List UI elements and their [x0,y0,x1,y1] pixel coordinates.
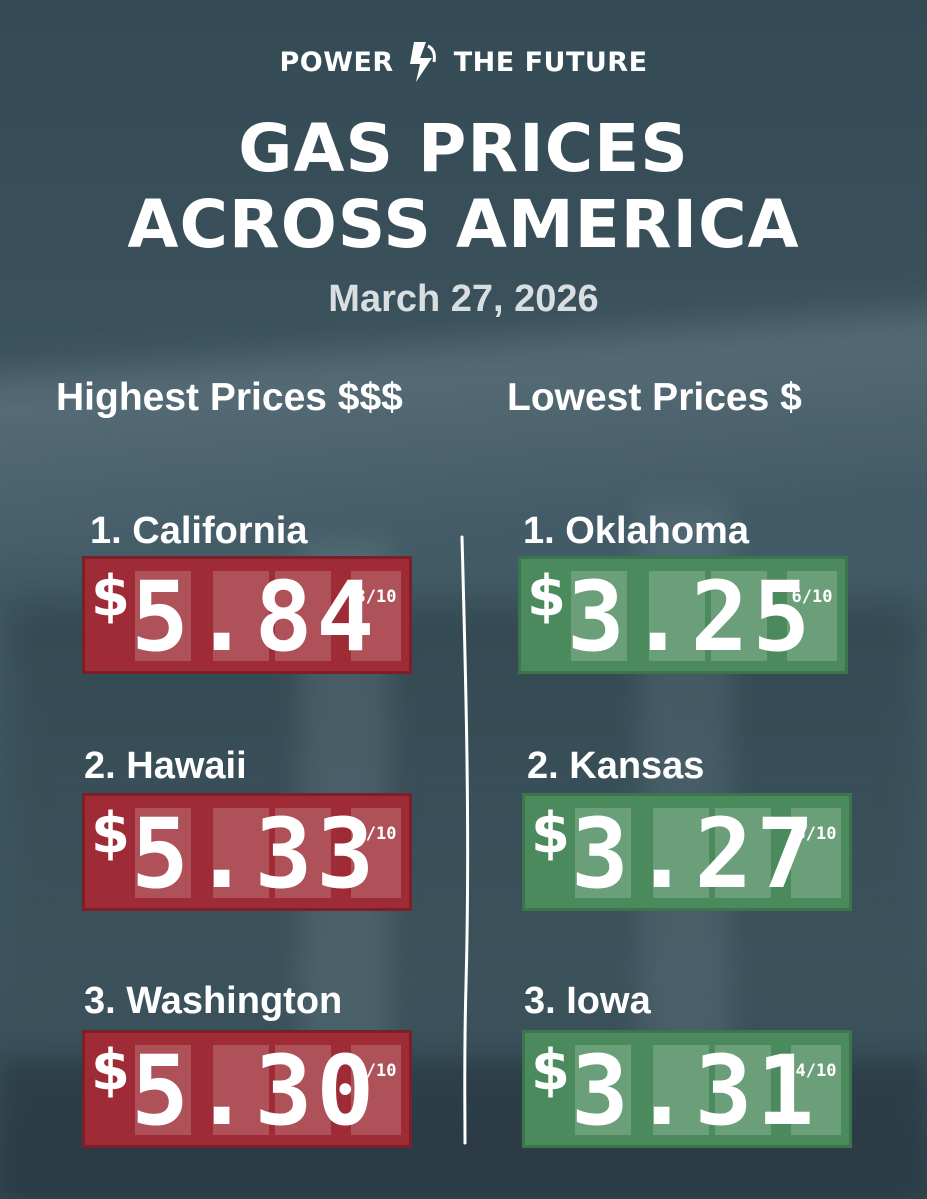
digit-cell [275,571,331,661]
brand-right-text: THE FUTURE [453,46,648,78]
fraction-cell: 3/10 [351,571,401,661]
fraction-cell: 2/10 [351,808,401,898]
price-fraction: 6/10 [791,587,833,607]
price-fraction: 3/10 [355,587,397,607]
lowest-state-label: 1. Oklahoma [523,510,749,552]
highest-price-sign: $ 5.30 0/10 [82,1030,412,1148]
price-fraction: 4/10 [795,1061,837,1081]
digit-cell [649,571,705,661]
lowest-prices-heading: Lowest Prices $ [507,376,802,419]
price-digits: 3.25 [567,561,815,673]
price-digits: 3.27 [571,798,819,910]
digit-cell [213,808,269,898]
digit-cell [213,571,269,661]
price-digits: 3.31 [571,1035,819,1147]
column-divider [460,535,470,1145]
highest-state-label: 3. Washington [84,980,343,1022]
lowest-price-sign: $ 3.31 4/10 [522,1030,852,1148]
price-digits: 5.30 [131,1035,379,1147]
digit-cell [275,1045,331,1135]
fraction-cell: 3/10 [791,808,841,898]
price-fraction: 0/10 [355,1061,397,1081]
fraction-cell: 0/10 [351,1045,401,1135]
price-fraction: 2/10 [355,824,397,844]
page-title-line-2: ACROSS AMERICA [127,186,800,263]
digit-cell [575,808,631,898]
dollar-sign: $ [531,801,570,866]
digit-cell [213,1045,269,1135]
price-digits: 5.33 [131,798,379,910]
dollar-sign: $ [91,801,130,866]
lowest-state-label: 2. Kansas [527,745,705,787]
highest-price-sign: $ 5.84 3/10 [82,556,412,674]
digit-cell [575,1045,631,1135]
fraction-cell: 4/10 [791,1045,841,1135]
lowest-price-sign: $ 3.27 3/10 [522,793,852,911]
brand-left-text: POWER [279,46,394,78]
digit-cell [711,571,767,661]
dollar-sign: $ [527,564,566,629]
lowest-price-sign: $ 3.25 6/10 [518,556,848,674]
highest-prices-heading: Highest Prices $$$ [56,376,403,419]
page-title-line-1: GAS PRICES [238,110,689,187]
brand-logo: POWER THE FUTURE [0,40,927,84]
digit-cell [275,808,331,898]
digit-cell [653,1045,709,1135]
highest-state-label: 1. California [90,510,308,552]
dollar-sign: $ [91,1038,130,1103]
highest-price-sign: $ 5.33 2/10 [82,793,412,911]
digit-cell [135,1045,191,1135]
dollar-sign: $ [91,564,130,629]
date-label: March 27, 2026 [328,278,599,320]
price-fraction: 3/10 [795,824,837,844]
digit-cell [715,1045,771,1135]
lowest-state-label: 3. Iowa [524,980,651,1022]
digit-cell [135,808,191,898]
digit-cell [571,571,627,661]
digit-cell [135,571,191,661]
lightning-bolt-icon [409,42,436,82]
highest-state-label: 2. Hawaii [84,745,247,787]
price-digits: 5.84 [131,561,379,673]
fraction-cell: 6/10 [787,571,837,661]
dollar-sign: $ [531,1038,570,1103]
digit-cell [715,808,771,898]
digit-cell [653,808,709,898]
